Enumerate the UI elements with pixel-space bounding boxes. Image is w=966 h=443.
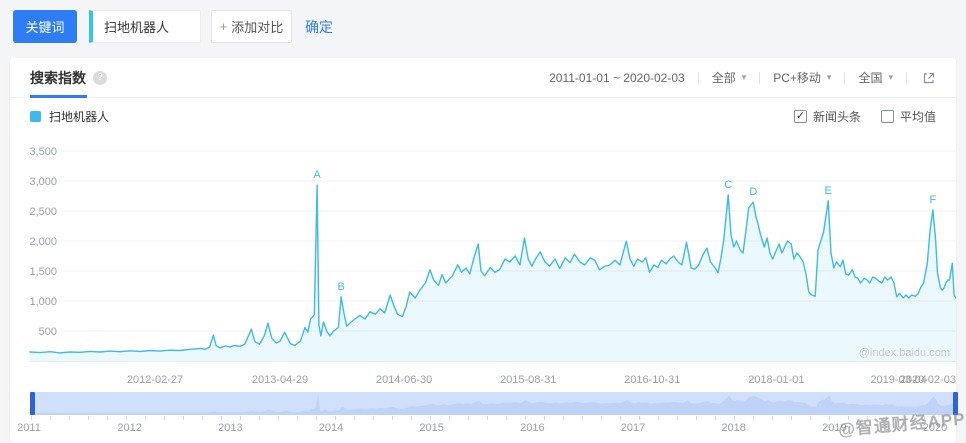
svg-text:2015-08-31: 2015-08-31 (500, 374, 556, 386)
toggle-news-headline[interactable]: 新闻头条 (793, 108, 861, 125)
filter-device-value: PC+移动 (773, 71, 821, 85)
svg-text:F: F (929, 194, 936, 206)
svg-text:3,000: 3,000 (29, 176, 57, 188)
add-compare-label: 添加对比 (231, 20, 284, 35)
chevron-down-icon: ▾ (741, 72, 747, 82)
filter-region-dropdown[interactable]: 全国 ▾ (858, 69, 893, 86)
add-compare-button[interactable]: + 添加对比 (211, 10, 292, 43)
slider-year-label: 2012 (117, 422, 142, 434)
toggle-average[interactable]: 平均值 (880, 108, 936, 125)
svg-text:@index.baidu.com: @index.baidu.com (859, 347, 950, 359)
slider-year-label: 2017 (620, 422, 646, 434)
slider-year-label: 2018 (721, 422, 746, 434)
divider (759, 71, 761, 84)
divider (906, 71, 907, 84)
checkbox-icon (880, 109, 894, 123)
svg-text:A: A (313, 169, 321, 181)
slider-minimap (31, 394, 957, 415)
filter-channel-dropdown[interactable]: 全部 ▾ (712, 69, 747, 86)
tab-title: 搜索指数 (30, 69, 86, 86)
keyword-toolbar: 关键词 + 添加对比 确定 (13, 10, 333, 43)
svg-text:2012-02-27: 2012-02-27 (127, 374, 183, 386)
toggle-label: 平均值 (899, 109, 936, 124)
svg-text:2014-06-30: 2014-06-30 (376, 374, 432, 386)
active-tab-underline (30, 95, 87, 98)
divider (697, 71, 699, 84)
tab-search-index[interactable]: 搜索指数 ? (30, 68, 107, 88)
legend-swatch (30, 110, 41, 122)
help-icon[interactable]: ? (93, 70, 107, 85)
slider-year-label: 2011 (17, 422, 41, 434)
svg-text:2019-03-04: 2019-03-04 (870, 374, 926, 386)
toggle-group: 新闻头条 平均值 (774, 108, 936, 125)
search-index-trend-chart[interactable]: 500 1,000 1,500 2,000 2,500 3,000 3,500 A B C D E F 2… (10, 140, 956, 390)
keyword-button[interactable]: 关键词 (13, 10, 77, 43)
keyword-input[interactable] (93, 19, 200, 34)
plus-icon: + (219, 19, 228, 34)
checkbox-icon (793, 109, 807, 123)
svg-text:2018-01-01: 2018-01-01 (748, 374, 804, 386)
svg-text:3,500: 3,500 (29, 146, 57, 158)
svg-text:2020-02-03: 2020-02-03 (900, 374, 956, 386)
slider-year-label: 2019 (822, 422, 847, 434)
slider-year-label: 2020 (922, 422, 948, 434)
date-range[interactable]: 2011-01-01 ~ 2020-02-03 (549, 70, 685, 85)
chevron-down-icon: ▾ (826, 72, 832, 82)
legend-label: 扫地机器人 (49, 109, 110, 124)
slider-tick-ruler (31, 416, 957, 420)
svg-text:2016-10-31: 2016-10-31 (624, 374, 680, 386)
filter-device-dropdown[interactable]: PC+移动 ▾ (773, 69, 831, 86)
card-header: 搜索指数 ? 2011-01-01 ~ 2020-02-03 全部 ▾ PC+移… (10, 58, 956, 98)
slider-year-labels: 2011 2012 2013 2014 2015 2016 2017 2018 2019 2020 (10, 422, 956, 438)
search-index-card: 搜索指数 ? 2011-01-01 ~ 2020-02-03 全部 ▾ PC+移… (10, 58, 958, 443)
svg-text:1,500: 1,500 (29, 266, 57, 278)
svg-text:B: B (337, 281, 344, 293)
legend-item[interactable]: 扫地机器人 (30, 108, 109, 125)
toggle-label: 新闻头条 (812, 109, 861, 124)
timeline-slider[interactable] (30, 392, 958, 415)
slider-handle-right[interactable] (953, 392, 958, 415)
keyword-input-wrap (89, 10, 201, 43)
slider-year-label: 2014 (318, 422, 344, 434)
divider (844, 71, 846, 84)
chart-area: 500 1,000 1,500 2,000 2,500 3,000 3,500 A B C D E F 2… (10, 140, 956, 390)
chevron-down-icon: ▾ (888, 72, 893, 82)
external-link-icon[interactable] (922, 71, 936, 85)
slider-handle-left[interactable] (30, 392, 35, 415)
svg-text:E: E (825, 185, 832, 197)
svg-text:D: D (749, 186, 757, 198)
svg-text:C: C (724, 179, 732, 191)
slider-year-label: 2013 (218, 422, 243, 434)
legend-row: 扫地机器人 新闻头条 平均值 (10, 98, 956, 134)
svg-text:2,000: 2,000 (29, 236, 57, 248)
filter-region-value: 全国 (858, 71, 883, 85)
confirm-link[interactable]: 确定 (305, 18, 333, 35)
svg-text:2,500: 2,500 (29, 206, 57, 218)
slider-year-label: 2016 (520, 422, 545, 434)
svg-text:500: 500 (39, 326, 57, 338)
slider-year-label: 2015 (419, 422, 444, 434)
filter-channel-value: 全部 (711, 71, 736, 85)
svg-text:1,000: 1,000 (29, 296, 57, 308)
header-controls: 2011-01-01 ~ 2020-02-03 全部 ▾ PC+移动 ▾ 全国 … (549, 69, 936, 86)
svg-text:2013-04-29: 2013-04-29 (252, 374, 308, 386)
